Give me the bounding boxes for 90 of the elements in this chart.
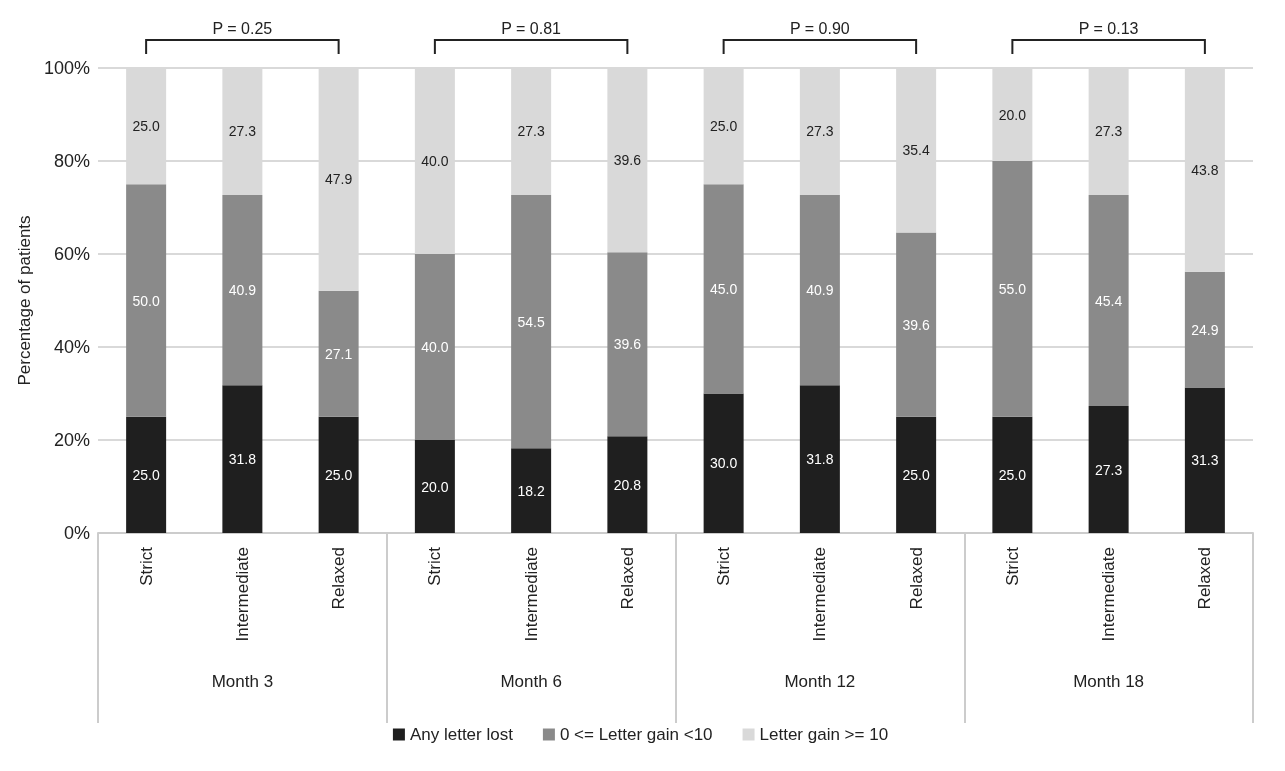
bar: [414, 440, 455, 533]
x-tick-label: Strict: [425, 546, 445, 586]
data-label: 31.8: [228, 451, 257, 468]
bar: [799, 194, 840, 386]
data-label: 25.0: [998, 466, 1027, 483]
y-axis-title: Percentage of patients: [15, 215, 35, 386]
y-tick-label: 40%: [53, 337, 90, 357]
data-label: 27.3: [228, 123, 257, 140]
data-label: 30.0: [710, 455, 738, 472]
data-label: 31.3: [1191, 452, 1219, 469]
data-label: 40.9: [806, 282, 834, 299]
text: Month 18: [1073, 672, 1145, 691]
legend-label: 0 <= Letter gain <10: [559, 725, 713, 744]
bar: [1184, 387, 1225, 533]
legend-label: Any letter lost: [409, 725, 514, 744]
y-tick-label: 20%: [53, 430, 90, 450]
data-label: 45.4: [1095, 292, 1123, 309]
x-tick-label: Relaxed: [1195, 547, 1215, 610]
text: P = 0.13: [1078, 19, 1139, 37]
x-tick-label: Intermediate: [810, 547, 830, 642]
bar: [896, 416, 937, 533]
data-label: 55.0: [998, 280, 1027, 297]
bar: [318, 416, 359, 533]
text: P = 0.25: [212, 19, 273, 37]
x-tick-label: Strict: [714, 546, 734, 586]
data-label: 18.2: [517, 482, 545, 499]
text: Month 12: [784, 672, 856, 691]
text: Month 3: [211, 672, 274, 691]
data-label: 40.9: [228, 282, 257, 299]
data-label: 39.6: [902, 316, 930, 333]
bar: [607, 436, 648, 533]
data-label: 50.0: [132, 292, 160, 309]
data-label: 39.6: [613, 336, 642, 353]
data-label: 47.9: [325, 171, 353, 188]
x-tick-label: Intermediate: [232, 547, 252, 642]
bar: [992, 161, 1033, 417]
data-label: 25.0: [902, 466, 930, 483]
data-label: 25.0: [325, 466, 353, 483]
data-label: 27.1: [325, 345, 353, 362]
bar: [126, 416, 167, 533]
data-label: 20.0: [421, 478, 449, 495]
bar: [1184, 271, 1225, 388]
y-tick-label: 0%: [63, 523, 90, 543]
y-tick-label: 60%: [53, 244, 90, 264]
data-label: 43.8: [1191, 161, 1219, 178]
bar: [511, 194, 552, 449]
text: P = 0.81: [501, 19, 562, 37]
y-tick-label: 100%: [43, 58, 90, 78]
x-tick-label: Strict: [136, 546, 156, 586]
x-tick-label: Relaxed: [329, 547, 349, 610]
bar: [607, 252, 648, 437]
data-label: 45.0: [710, 280, 738, 297]
x-tick-label: Intermediate: [1099, 547, 1119, 642]
data-label: 25.0: [710, 118, 738, 135]
data-label: 25.0: [132, 466, 160, 483]
bar: [414, 254, 455, 440]
bar: [896, 232, 937, 417]
bar: [222, 385, 263, 533]
data-label: 27.3: [806, 123, 834, 140]
x-tick-label: Relaxed: [617, 547, 637, 610]
data-label: 35.4: [902, 142, 930, 159]
legend-label: Letter gain >= 10: [759, 725, 889, 744]
data-label: 39.6: [613, 152, 642, 169]
bar: [703, 184, 744, 394]
bar: [799, 385, 840, 533]
bar: [222, 194, 263, 386]
bar: [318, 290, 359, 417]
data-label: 20.8: [613, 476, 642, 493]
data-label: 40.0: [421, 153, 449, 169]
data-label: 27.3: [1095, 123, 1123, 140]
data-label: 27.3: [517, 123, 545, 140]
bar: [1088, 406, 1129, 533]
data-label: 24.9: [1191, 321, 1219, 338]
data-label: 54.5: [517, 313, 545, 330]
data-label: 31.8: [806, 451, 834, 468]
data-label: 40.0: [421, 339, 449, 355]
bar: [1088, 194, 1129, 407]
bar: [703, 393, 744, 533]
data-label: 27.3: [1095, 461, 1123, 478]
y-tick-label: 80%: [53, 151, 90, 171]
bar: [992, 416, 1033, 533]
x-tick-label: Intermediate: [521, 547, 541, 642]
bar: [511, 448, 552, 533]
bar: [126, 184, 167, 417]
text: Month 6: [500, 672, 562, 691]
data-label: 25.0: [132, 118, 160, 135]
text: P = 0.90: [789, 19, 850, 37]
x-tick-label: Relaxed: [906, 547, 926, 610]
x-tick-label: Strict: [1002, 546, 1022, 586]
data-label: 20.0: [998, 106, 1027, 123]
